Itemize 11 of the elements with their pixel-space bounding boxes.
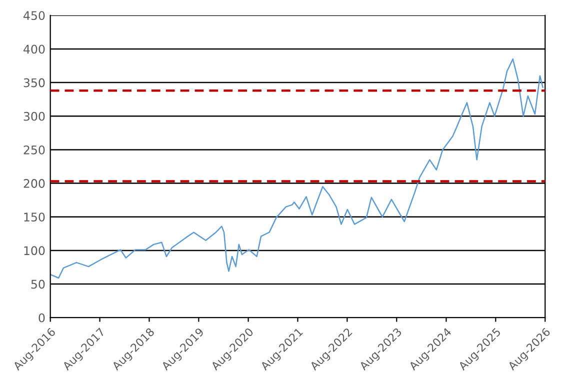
y-tick-label: 250 bbox=[24, 145, 45, 154]
line-series bbox=[50, 58, 544, 279]
y-tick-label: 100 bbox=[24, 246, 45, 256]
y-tick-label: 200 bbox=[24, 179, 45, 188]
y-tick-label: 150 bbox=[24, 212, 45, 222]
y-tick-label: 350 bbox=[24, 78, 45, 88]
y-tick-label: 300 bbox=[24, 112, 45, 121]
y-tick-label: 50 bbox=[31, 280, 45, 289]
y-tick-label: 450 bbox=[24, 11, 45, 20]
y-tick-label: 400 bbox=[24, 44, 45, 54]
y-tick-label: 0 bbox=[38, 313, 45, 322]
